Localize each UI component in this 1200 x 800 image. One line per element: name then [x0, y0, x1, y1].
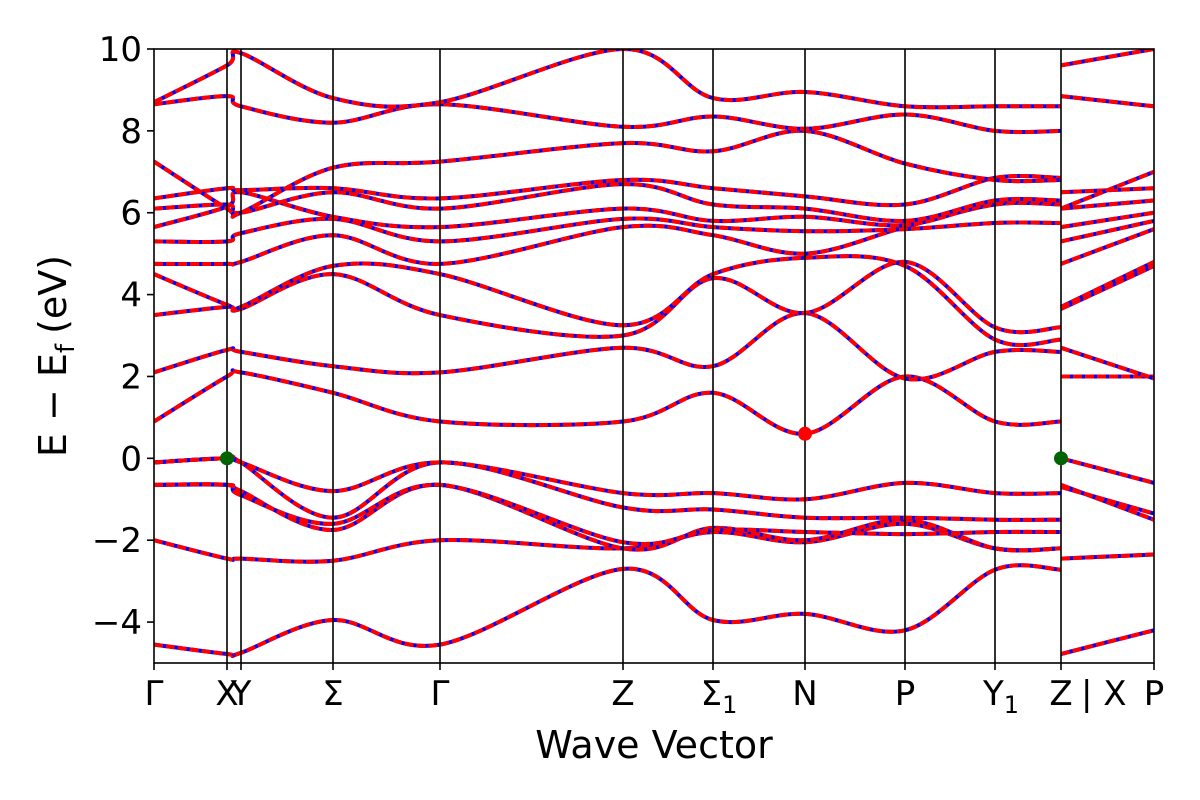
band-8-base: [154, 454, 1062, 522]
y-tick-label-6: 8: [120, 112, 142, 152]
y-axis-label: E − Ef (eV): [31, 255, 81, 457]
band-30: [1060, 169, 1154, 211]
band-22: [1060, 218, 1154, 244]
extremum-markers: [220, 426, 1068, 466]
y-tick-label-4: 4: [120, 276, 142, 316]
x-tick-label-2: Y: [230, 674, 252, 714]
x-tick-label-4: Γ: [431, 674, 450, 714]
extremum-marker-2: [1054, 451, 1068, 466]
y-tick-label-0: −4: [92, 603, 142, 643]
extremum-marker-1: [798, 426, 812, 441]
band-24: [1060, 210, 1154, 230]
x-tick-label-10: Z: [1049, 674, 1072, 714]
x-tick-label-12: P: [1144, 674, 1165, 714]
x-tick-label-8: P: [895, 674, 916, 714]
band-20: [1060, 227, 1154, 266]
band-10: [154, 456, 1062, 502]
x-axis-label: Wave Vector: [535, 723, 773, 767]
band-16: [1060, 264, 1154, 311]
band-33: [154, 49, 1061, 110]
y-axis: −4 −2 0 2 4 6 8 10: [92, 30, 154, 643]
x-tick-label-0: Γ: [145, 674, 164, 714]
x-tick-label-11: | X: [1081, 674, 1127, 714]
extremum-marker-0: [220, 451, 234, 466]
x-tick-label-1: X: [215, 674, 238, 714]
band-19: [154, 200, 1062, 267]
band-34: [1060, 49, 1154, 68]
band-18: [1060, 260, 1154, 309]
x-tick-label-5: Z: [611, 674, 634, 714]
y-tick-label-2: 0: [120, 439, 142, 479]
band-31-base: [154, 94, 1062, 135]
x-tick-label-7: N: [792, 674, 817, 714]
band-8: [154, 454, 1062, 522]
band-7: [1060, 485, 1154, 516]
y-tick-label-7: 10: [99, 30, 142, 70]
band-14: [1060, 345, 1154, 381]
x-tick-label-9: Y1: [982, 674, 1019, 719]
y-tick-label-5: 6: [120, 194, 142, 234]
band-lines: [154, 49, 1154, 659]
band-3: [1060, 552, 1154, 561]
y-axis-label-unit: (eV): [31, 255, 75, 334]
y-axis-label-subscript: f: [51, 343, 81, 353]
band-0: [154, 563, 1062, 659]
band-1: [1060, 628, 1154, 656]
y-axis-label-main: E − E: [31, 353, 75, 457]
x-tick-label-3: Σ: [322, 674, 343, 714]
x-tick-label-6: Σ1: [701, 674, 738, 719]
plot-frame: [153, 48, 1155, 664]
band-32: [1060, 94, 1154, 109]
y-tick-label-1: −2: [92, 521, 142, 561]
band-19-base: [154, 200, 1062, 267]
y-tick-label-3: 2: [120, 357, 142, 397]
band-10-base: [154, 456, 1062, 502]
band-0-base: [154, 563, 1062, 659]
band-29: [154, 128, 1062, 219]
band-28: [1060, 186, 1154, 195]
kpoint-vertical-lines: [226, 49, 1062, 663]
